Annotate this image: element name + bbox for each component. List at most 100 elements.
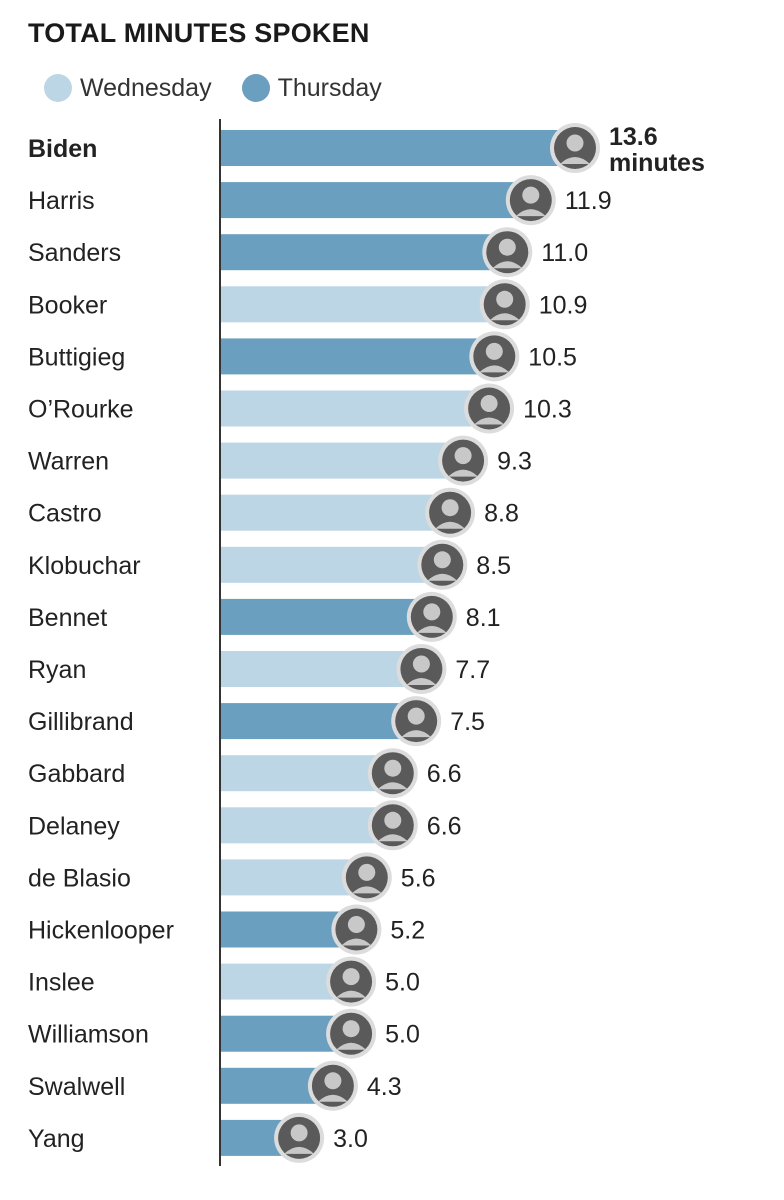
value-label: 10.9 — [539, 291, 588, 319]
category-label: Klobuchar — [28, 552, 141, 580]
bar — [221, 651, 422, 687]
category-label: Warren — [28, 448, 109, 476]
bar-row: Williamson 5.0 — [28, 1008, 420, 1059]
legend-swatch-wednesday — [44, 74, 72, 102]
legend-swatch-thursday — [241, 74, 270, 102]
unit-label: minutes — [609, 149, 705, 177]
bar — [221, 755, 393, 792]
bar-row: Delaney 6.6 — [28, 800, 462, 851]
avatar-icon — [367, 800, 418, 851]
bar-row: Castro 8.8 — [28, 487, 519, 538]
value-label: 9.3 — [497, 448, 532, 476]
avatar-icon — [425, 487, 476, 538]
avatar-icon — [469, 331, 520, 382]
value-label: 11.9 — [565, 187, 612, 215]
legend-label-wednesday: Wednesday — [80, 73, 212, 102]
category-label: Delaney — [28, 812, 120, 840]
avatar-icon — [396, 644, 447, 694]
avatar-icon — [307, 1060, 358, 1111]
value-label: 8.5 — [476, 552, 511, 580]
category-label: O’Rourke — [28, 396, 134, 424]
category-label: Inslee — [28, 969, 95, 997]
value-label: 5.0 — [385, 969, 420, 997]
bar-row: Bennet 8.1 — [28, 591, 501, 642]
value-label: 7.7 — [455, 656, 490, 684]
category-label: Castro — [28, 500, 102, 528]
value-label: 3.0 — [333, 1125, 368, 1153]
bar-row: Warren 9.3 — [28, 435, 532, 486]
bar — [221, 234, 508, 271]
avatar-icon — [464, 383, 515, 434]
avatar-icon — [417, 539, 468, 590]
bar-row: de Blasio 5.6 — [28, 852, 436, 903]
category-label: Swalwell — [28, 1073, 125, 1101]
category-label: Harris — [28, 187, 95, 215]
value-label: 5.2 — [390, 917, 425, 945]
legend-item-thursday: Thursday — [241, 73, 382, 103]
avatar-icon — [274, 1112, 325, 1163]
value-label: 13.6 — [609, 123, 658, 151]
value-label: 7.5 — [450, 708, 485, 736]
bar-row: Inslee 5.0 — [28, 956, 420, 1007]
avatar-icon — [391, 696, 442, 747]
category-label: Sanders — [28, 239, 121, 267]
bar-row: Booker 10.9 — [28, 279, 588, 330]
value-label: 10.3 — [523, 396, 572, 424]
chart-title: TOTAL MINUTES SPOKEN — [28, 18, 370, 48]
bar — [221, 390, 490, 427]
avatar-icon — [479, 279, 530, 330]
category-label: Buttigieg — [28, 343, 125, 371]
avatar-icon — [438, 435, 489, 486]
value-label: 8.1 — [466, 604, 501, 632]
bar — [221, 442, 464, 479]
avatar-icon — [331, 904, 382, 955]
bar — [221, 130, 575, 166]
category-label: Gabbard — [28, 760, 125, 788]
value-label: 6.6 — [427, 812, 462, 840]
avatar-icon — [341, 852, 392, 903]
category-label: de Blasio — [28, 864, 131, 892]
bar — [221, 338, 495, 375]
legend-item-wednesday: Wednesday — [44, 74, 212, 103]
value-label: 5.6 — [401, 864, 436, 892]
category-label: Williamson — [28, 1021, 149, 1049]
category-label: Biden — [28, 135, 97, 163]
value-label: 6.6 — [427, 760, 462, 788]
avatar-icon — [550, 123, 600, 173]
value-label: 11.0 — [541, 239, 588, 267]
category-label: Bennet — [28, 604, 107, 632]
bar-row: Gillibrand 7.5 — [28, 696, 485, 747]
bar-row: Swalwell 4.3 — [28, 1060, 402, 1111]
legend-label-thursday: Thursday — [277, 73, 382, 102]
category-label: Yang — [28, 1125, 85, 1153]
bar — [221, 286, 505, 323]
bar-row: Gabbard 6.6 — [28, 748, 462, 799]
bar — [221, 494, 451, 531]
bar-row: Ryan 7.7 — [28, 644, 490, 694]
value-label: 4.3 — [367, 1073, 402, 1101]
bar — [221, 182, 531, 219]
avatar-icon — [406, 591, 457, 642]
category-label: Gillibrand — [28, 708, 134, 736]
avatar-icon — [326, 956, 377, 1007]
avatar-icon — [367, 748, 418, 799]
bar — [221, 546, 443, 583]
value-label: 8.8 — [484, 500, 519, 528]
avatar-icon — [505, 175, 556, 226]
bar-row: Sanders 11.0 — [28, 227, 588, 278]
bar — [221, 807, 393, 844]
bar-row: Buttigieg 10.5 — [28, 331, 577, 382]
bar-row: Klobuchar 8.5 — [28, 539, 511, 590]
category-label: Booker — [28, 291, 107, 319]
avatar-icon — [482, 227, 533, 278]
category-label: Hickenlooper — [28, 917, 174, 945]
category-label: Ryan — [28, 656, 86, 684]
bar — [221, 598, 432, 635]
value-label: 10.5 — [528, 343, 577, 371]
bar-row: Hickenlooper 5.2 — [28, 904, 425, 955]
bar-row: Harris 11.9 — [28, 175, 612, 226]
bar-row: Yang 3.0 — [28, 1112, 368, 1163]
value-label: 5.0 — [385, 1021, 420, 1049]
